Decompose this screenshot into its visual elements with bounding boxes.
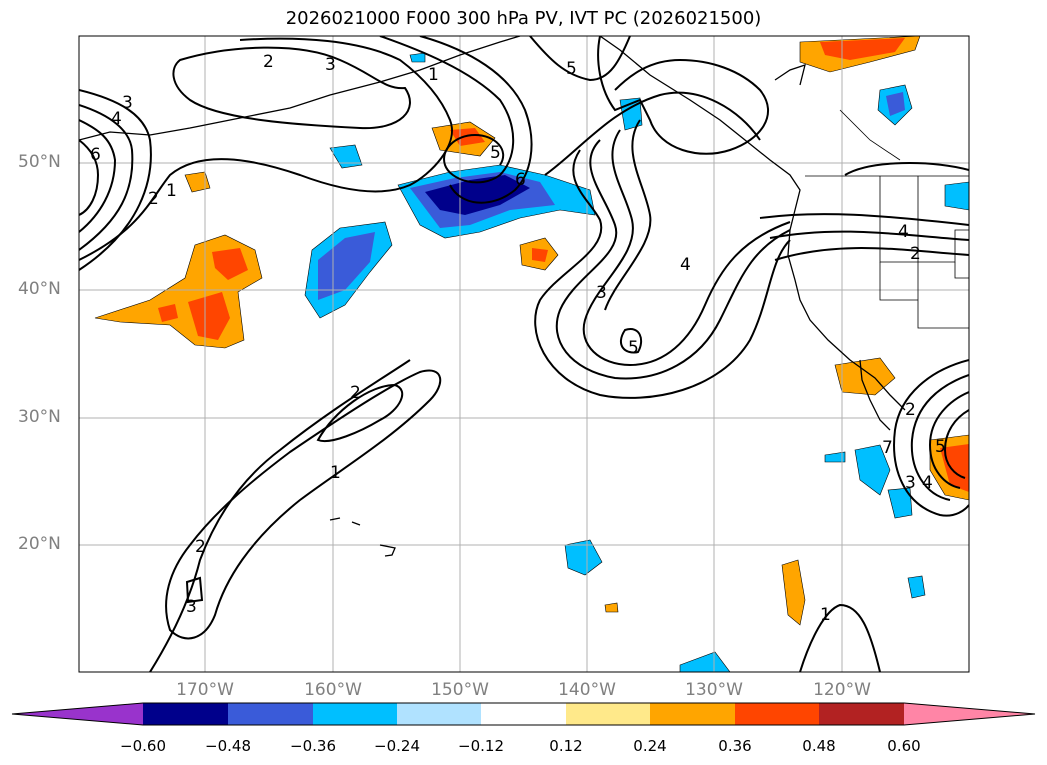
negative-anomaly-patch	[887, 487, 913, 519]
colorbar-segment	[228, 703, 313, 725]
contour-labels: 3 4 6 2 1 2 3 1 5 5 6 4 3 5 4 2 2 1 2 3 …	[90, 52, 946, 625]
contour-label: 1	[330, 463, 341, 483]
contour-label: 2	[148, 189, 159, 209]
positive-anomaly-core	[820, 38, 905, 60]
lat-label-50n: 50°N	[18, 152, 61, 172]
positive-anomaly-core	[188, 292, 230, 340]
map-border	[78, 35, 970, 673]
colorbar-tick-label: −0.12	[458, 737, 504, 755]
positive-anomaly-core	[940, 444, 969, 492]
contour-label: 2	[263, 52, 274, 72]
contour-label: 4	[922, 473, 933, 493]
positive-anomaly-core	[450, 128, 485, 146]
lon-label-160w: 160°W	[304, 680, 362, 700]
colorbar-segment	[481, 703, 566, 725]
colorbar-segment	[735, 703, 819, 725]
colorbar-segment	[650, 703, 735, 725]
negative-anomaly-patch	[679, 651, 731, 672]
lon-label-150w: 150°W	[431, 680, 489, 700]
contour-label: 7	[882, 438, 893, 458]
colorbar-segment	[566, 703, 650, 725]
contour-label: 4	[898, 222, 909, 242]
positive-anomaly-core	[212, 248, 248, 280]
negative-anomaly-patch	[329, 144, 363, 169]
colorbar-tick-label: −0.48	[205, 737, 251, 755]
pv-contours	[79, 36, 969, 672]
contour-label: 5	[566, 59, 577, 79]
contour-label: 5	[490, 143, 501, 163]
contour-label: 3	[186, 597, 197, 617]
contour-label: 6	[515, 170, 526, 190]
colorbar-tick-label: 0.12	[549, 737, 583, 755]
contour-label: 1	[166, 181, 177, 201]
contour-label: 3	[905, 473, 916, 493]
lat-label-20n: 20°N	[18, 534, 61, 554]
colorbar-tick-label: 0.48	[802, 737, 836, 755]
positive-anomaly-patch	[604, 602, 619, 613]
contour-label: 6	[90, 145, 101, 165]
lon-label-120w: 120°W	[813, 680, 871, 700]
lat-label-30n: 30°N	[18, 407, 61, 427]
lat-label-40n: 40°N	[18, 279, 61, 299]
negative-anomaly-patch	[824, 451, 846, 463]
positive-anomaly-core	[532, 248, 548, 262]
contour-label: 3	[596, 283, 607, 303]
contour-label: 5	[935, 437, 946, 457]
colorbar-segment	[143, 703, 228, 725]
colorbar-segment	[397, 703, 481, 725]
contour-label: 3	[122, 93, 133, 113]
positive-anomaly-patch	[781, 559, 806, 626]
colorbar-extend-low	[12, 703, 143, 725]
positive-anomaly-patch	[184, 171, 211, 193]
lon-label-170w: 170°W	[176, 680, 234, 700]
political-borders	[805, 109, 969, 329]
negative-anomaly-patch	[409, 52, 426, 63]
colorbar-tick-label: −0.36	[290, 737, 336, 755]
colorbar-tick-label: 0.60	[887, 737, 921, 755]
colorbar-segment	[819, 703, 904, 725]
contour-label: 2	[910, 244, 921, 264]
contour-label: 5	[628, 338, 639, 358]
map-background	[79, 36, 969, 672]
negative-anomaly-core	[318, 232, 375, 300]
colorbar-tick-label: −0.24	[374, 737, 420, 755]
contour-label: 1	[428, 65, 439, 85]
negative-anomaly-patch	[907, 575, 926, 599]
positive-anomaly-patch	[834, 357, 896, 396]
contour-label: 2	[195, 537, 206, 557]
gridlines	[79, 36, 969, 672]
colorbar-extend-high	[904, 703, 1035, 725]
contour-label: 3	[325, 55, 336, 75]
colorbar-tick-label: 0.36	[718, 737, 752, 755]
lon-label-130w: 130°W	[685, 680, 743, 700]
negative-anomaly-patch	[564, 539, 603, 576]
negative-anomaly-core	[886, 92, 905, 116]
contour-label: 4	[680, 255, 691, 275]
positive-anomaly-core	[158, 304, 178, 322]
negative-anomaly-core	[425, 175, 530, 215]
negative-anomaly-patch	[854, 444, 891, 496]
contour-label: 2	[350, 383, 361, 403]
colorbar-tick-label: 0.24	[633, 737, 667, 755]
contour-label: 4	[111, 109, 122, 129]
contour-label: 1	[820, 605, 831, 625]
negative-anomaly-patch	[944, 181, 969, 211]
map-title: 2026021000 F000 300 hPa PV, IVT PC (2026…	[285, 8, 762, 29]
colorbar	[11, 702, 1036, 726]
colorbar-tick-label: −0.60	[120, 737, 166, 755]
contour-label: 2	[905, 400, 916, 420]
lon-label-140w: 140°W	[558, 680, 616, 700]
colorbar-segment	[313, 703, 397, 725]
